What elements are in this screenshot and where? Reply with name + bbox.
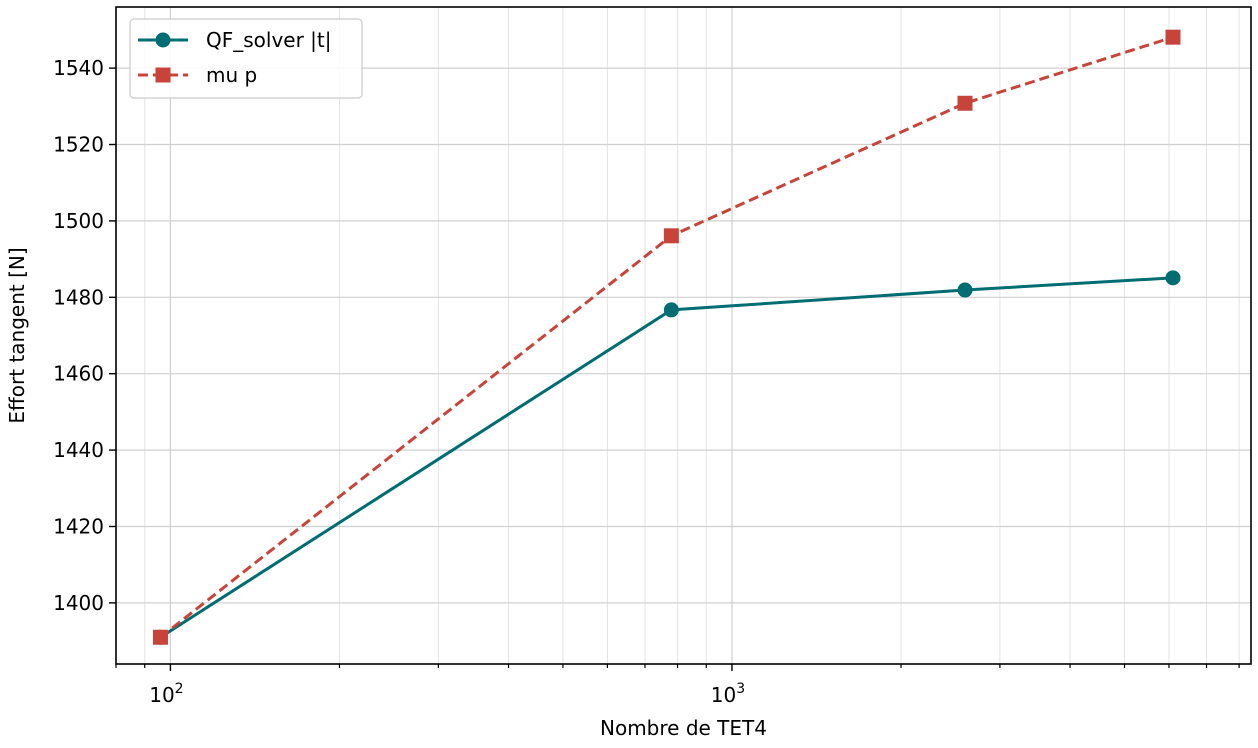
y-tick-label: 1540	[53, 56, 104, 80]
x-axis-label: Nombre de TET4	[600, 716, 767, 740]
y-tick-label: 1420	[53, 514, 104, 538]
series-line	[159, 276, 1174, 639]
data-point	[663, 302, 679, 318]
y-tick-label: 1520	[53, 133, 104, 157]
ticks-layer: 102 103 1400 1420 1440 1460 1480 1500 1520 1540	[53, 56, 1240, 707]
legend-label: mu p	[206, 63, 257, 87]
data-point	[957, 95, 973, 111]
plot-frame	[115, 6, 1252, 665]
data-point	[957, 282, 973, 298]
legend-marker	[155, 67, 171, 83]
minor-grid	[115, 7, 1240, 664]
major-grid	[116, 7, 1251, 664]
data-point	[1165, 270, 1181, 286]
legend: QF_solver |t| mu p	[129, 18, 363, 99]
data-point	[152, 629, 168, 645]
x-tick-label: 102	[149, 681, 183, 707]
series-line	[159, 35, 1174, 639]
legend-label: QF_solver |t|	[206, 28, 332, 52]
y-tick-label: 1480	[53, 285, 104, 309]
legend-marker	[155, 32, 171, 48]
y-axis-label: Effort tangent [N]	[5, 247, 29, 423]
x-tick-label: 103	[711, 681, 745, 707]
y-tick-label: 1440	[53, 438, 104, 462]
data-point	[663, 228, 679, 244]
series-layer	[152, 29, 1181, 645]
y-tick-label: 1500	[53, 209, 104, 233]
data-point	[1165, 29, 1181, 45]
y-tick-label: 1460	[53, 362, 104, 386]
y-tick-label: 1400	[53, 591, 104, 615]
